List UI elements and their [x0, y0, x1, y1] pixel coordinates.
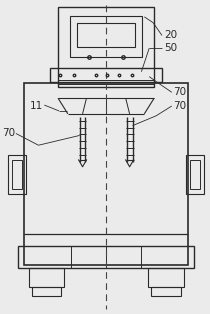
- Bar: [148, 268, 184, 287]
- Text: 20: 20: [164, 30, 177, 41]
- Bar: [8, 155, 26, 194]
- Bar: [12, 160, 22, 189]
- Bar: [18, 246, 194, 268]
- Text: 11: 11: [30, 101, 43, 111]
- Bar: [29, 268, 64, 287]
- Bar: [58, 7, 154, 87]
- Bar: [190, 160, 200, 189]
- Bar: [151, 287, 181, 296]
- Bar: [77, 23, 135, 47]
- Bar: [70, 16, 142, 57]
- Text: 50: 50: [164, 43, 177, 53]
- Bar: [58, 79, 154, 84]
- Text: 70: 70: [173, 101, 186, 111]
- Text: 70: 70: [2, 128, 15, 138]
- Bar: [186, 155, 204, 194]
- Bar: [24, 84, 188, 265]
- Bar: [32, 287, 61, 296]
- Text: 70: 70: [173, 87, 186, 97]
- Bar: [50, 68, 162, 82]
